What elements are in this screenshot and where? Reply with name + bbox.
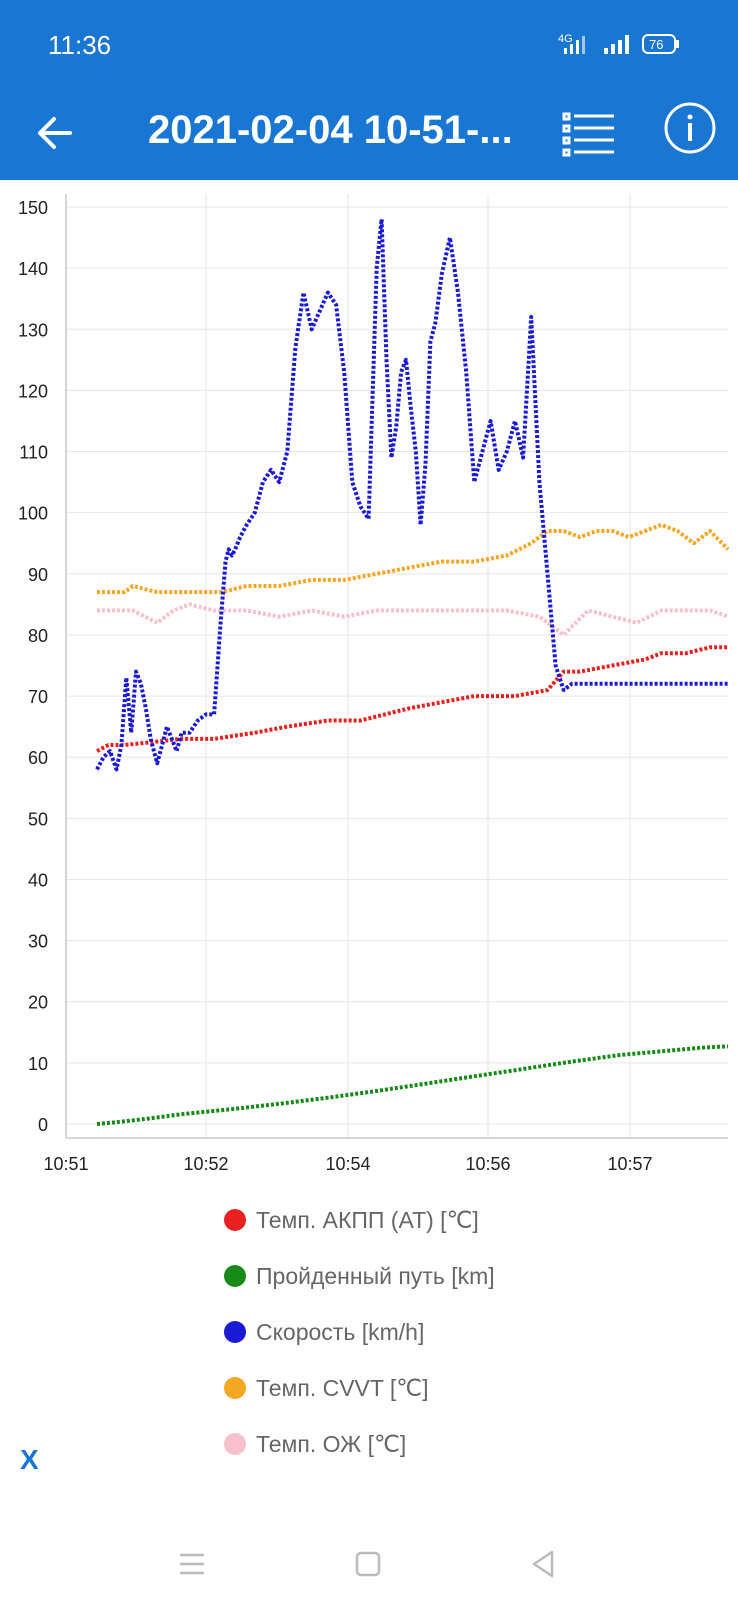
legend-dot [224, 1433, 246, 1455]
y-tick-label: 50 [28, 809, 48, 829]
line-chart[interactable]: 0 10 20 30 40 50 60 70 80 90 100 110 120 130 140 150 10:… [0, 180, 738, 1200]
legend-dot [224, 1265, 246, 1287]
y-tick-label: 30 [28, 932, 48, 952]
battery-icon: 76 [642, 34, 679, 54]
back-button[interactable] [30, 106, 84, 160]
y-tick-label: 120 [18, 381, 48, 401]
signal-icon [604, 35, 629, 54]
legend-label: Темп. АКПП (AT) [℃] [256, 1206, 479, 1233]
y-tick-label: 150 [18, 198, 48, 218]
system-back-button[interactable] [524, 1544, 564, 1584]
y-tick-label: 100 [18, 504, 48, 524]
y-tick-label: 140 [18, 259, 48, 279]
y-tick-label: 80 [28, 626, 48, 646]
home-button[interactable] [348, 1544, 388, 1584]
x-tick-label: 10:51 [43, 1154, 88, 1174]
x-tick-label: 10:57 [607, 1154, 652, 1174]
y-tick-label: 110 [19, 443, 48, 463]
legend-label: Темп. ОЖ [℃] [256, 1430, 407, 1457]
arrow-left-icon [38, 117, 72, 149]
series-at-temp [96, 645, 728, 753]
list-icon [562, 112, 614, 157]
y-tick-label: 10 [28, 1054, 48, 1074]
status-time: 11:36 [48, 30, 112, 60]
menu-icon [180, 1553, 204, 1575]
legend-item-distance[interactable]: Пройденный путь [km] [224, 1256, 495, 1296]
legend-item-coolant-temp[interactable]: Темп. ОЖ [℃] [224, 1424, 406, 1464]
back-triangle-icon [532, 1550, 554, 1578]
series-distance [96, 1044, 729, 1126]
y-tick-label: 20 [28, 993, 48, 1013]
x-tick-label: 10:54 [325, 1154, 370, 1174]
legend-dot [224, 1377, 246, 1399]
legend-dot [224, 1321, 246, 1343]
legend-item-speed[interactable]: Скорость [km/h] [224, 1312, 424, 1352]
legend-item-cvvt-temp[interactable]: Темп. CVVT [℃] [224, 1368, 429, 1408]
network-label: 4G [558, 33, 573, 45]
y-tick-label: 60 [28, 748, 48, 768]
x-tick-label: 10:56 [465, 1154, 510, 1174]
y-tick-label: 70 [28, 687, 48, 707]
y-tick-label: 40 [28, 870, 48, 890]
chart-area[interactable]: 0 10 20 30 40 50 60 70 80 90 100 110 120 130 140 150 10:… [0, 180, 738, 1200]
close-button[interactable]: X [20, 1444, 39, 1475]
legend-label: Пройденный путь [km] [256, 1262, 495, 1289]
menu-button[interactable] [172, 1544, 212, 1584]
legend-item-at-temp[interactable]: Темп. АКПП (AT) [℃] [224, 1200, 479, 1240]
info-button[interactable] [662, 100, 718, 156]
legend-dot [224, 1209, 246, 1231]
list-button[interactable] [560, 104, 620, 164]
navigation-bar [0, 1530, 738, 1600]
y-tick-label: 130 [18, 320, 48, 340]
legend: Темп. АКПП (AT) [℃] Пройденный путь [km]… [0, 1200, 738, 1500]
status-icons: 4G 76 [558, 30, 698, 60]
status-bar: 11:36 4G 76 [0, 0, 738, 88]
home-square-icon [355, 1551, 381, 1577]
app-bar: 2021-02-04 10-51-... [0, 88, 738, 180]
series-speed [95, 217, 728, 772]
legend-label: Темп. CVVT [℃] [256, 1374, 429, 1401]
legend-label: Скорость [km/h] [256, 1318, 425, 1345]
page-title: 2021-02-04 10-51-... [148, 108, 513, 152]
battery-level: 76 [649, 37, 663, 52]
y-tick-label: 90 [28, 565, 48, 585]
series-coolant-temp [97, 602, 729, 637]
series-cvvt-temp [97, 522, 730, 595]
signal-4g-icon: 4G [558, 33, 585, 54]
y-tick-label: 0 [38, 1115, 48, 1135]
info-icon [664, 102, 716, 154]
x-tick-label: 10:52 [183, 1154, 228, 1174]
